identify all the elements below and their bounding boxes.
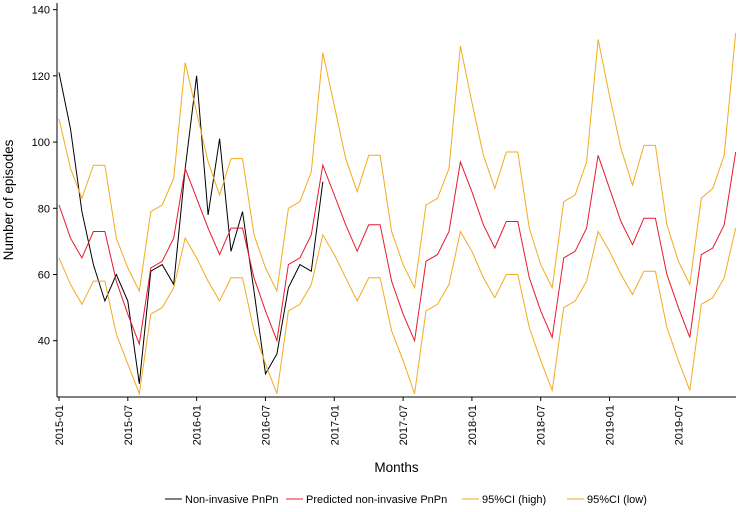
series-line-2 bbox=[58, 151, 737, 346]
series-line-3 bbox=[58, 32, 737, 293]
x-tick-label: 2015-01 bbox=[54, 405, 66, 445]
series-line-1 bbox=[58, 72, 324, 384]
y-tick-labels: 40 60 80 100 120 140 bbox=[32, 5, 57, 348]
legend-label: 95%CI (high) bbox=[482, 494, 546, 506]
x-tick-label: 2017-07 bbox=[398, 405, 410, 445]
series-line-4 bbox=[58, 227, 737, 396]
legend: Non-invasive PnPn Predicted non-invasive … bbox=[165, 494, 647, 506]
x-tick-label: 2016-01 bbox=[192, 405, 204, 445]
x-tick-labels: 2015-01 2015-07 2016-01 2016-07 2017-01 2017-… bbox=[54, 397, 685, 445]
x-tick-label: 2017-01 bbox=[329, 405, 341, 445]
x-tick-label: 2016-07 bbox=[260, 405, 272, 445]
y-tick-label: 60 bbox=[38, 269, 50, 281]
x-tick-label: 2018-07 bbox=[536, 405, 548, 445]
y-tick-label: 120 bbox=[32, 71, 50, 83]
y-axis-title: Number of episodes bbox=[1, 139, 16, 260]
y-tick-label: 40 bbox=[38, 336, 50, 348]
x-axis-title: Months bbox=[374, 460, 419, 475]
x-tick-label: 2019-01 bbox=[605, 405, 617, 445]
y-tick-label: 100 bbox=[32, 137, 50, 149]
legend-label: Non-invasive PnPn bbox=[185, 494, 279, 506]
series-layer bbox=[58, 32, 737, 396]
x-tick-label: 2019-07 bbox=[673, 405, 685, 445]
legend-label: 95%CI (low) bbox=[587, 494, 647, 506]
legend-label: Predicted non-invasive PnPn bbox=[306, 494, 447, 506]
y-tick-label: 140 bbox=[32, 5, 50, 17]
x-tick-label: 2015-07 bbox=[123, 405, 135, 445]
axes bbox=[56, 3, 736, 398]
x-tick-label: 2018-01 bbox=[467, 405, 479, 445]
y-tick-label: 80 bbox=[38, 203, 50, 215]
